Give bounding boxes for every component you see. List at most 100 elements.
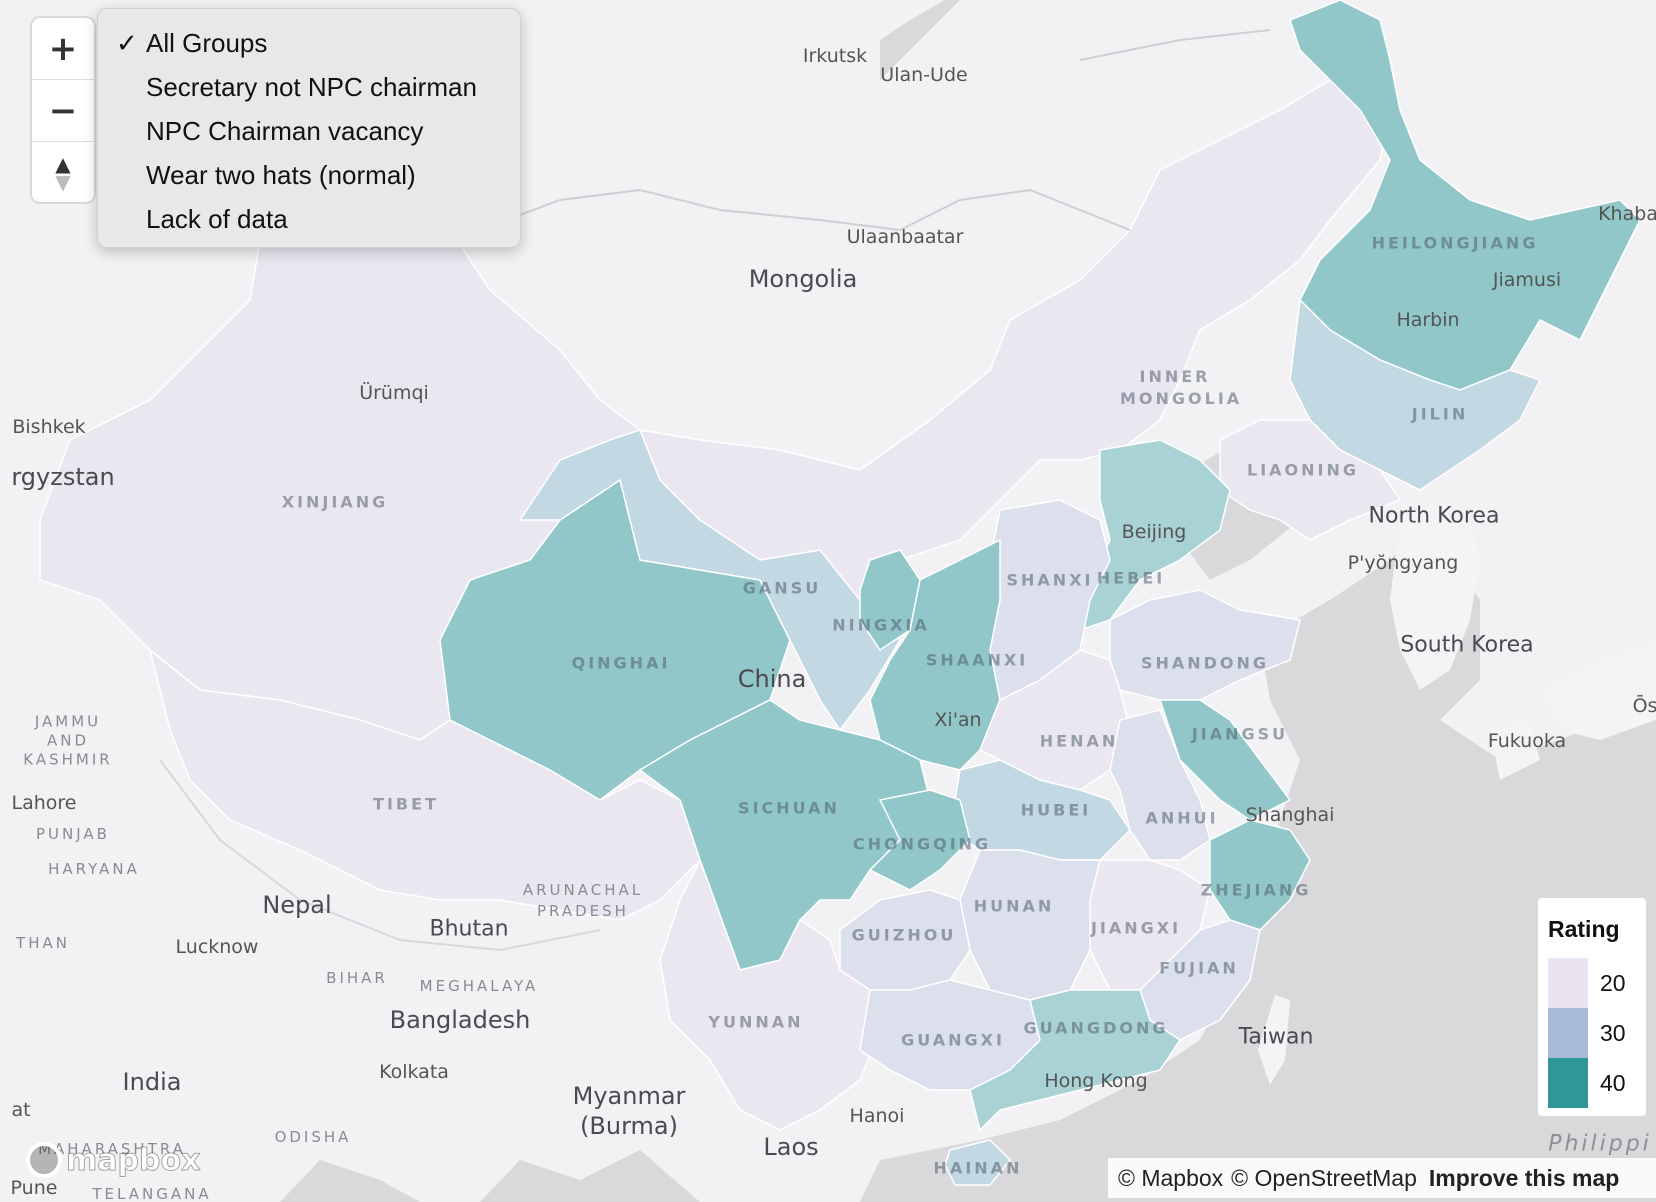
improve-map-link[interactable]: Improve this map xyxy=(1428,1164,1620,1191)
zoom-control: + − ▲ ▼ xyxy=(32,18,94,202)
menu-item-lack-of-data[interactable]: Lack of data xyxy=(98,197,520,241)
city-label: Hanoi xyxy=(849,1105,905,1127)
zoom-in-button[interactable]: + xyxy=(32,18,94,80)
border-line xyxy=(1079,29,1271,61)
menu-item-secretary-not-npc-chairman[interactable]: Secretary not NPC chairman xyxy=(98,65,520,109)
menu-item-npc-chairman-vacancy[interactable]: NPC Chairman vacancy xyxy=(98,109,520,153)
country-label: rgyzstan xyxy=(11,463,115,491)
region-label: HARYANA xyxy=(48,860,140,878)
country-label: South Korea xyxy=(1400,632,1534,658)
city-label: P'yŏngyang xyxy=(1347,552,1459,574)
city-label: Lahore xyxy=(11,792,77,814)
sea-area xyxy=(280,1160,420,1202)
province-label-henan: HENAN xyxy=(1039,731,1119,751)
city-label: Jiamusi xyxy=(1492,269,1562,291)
sea-area xyxy=(480,1150,700,1202)
compass-icon: ▲ xyxy=(55,151,71,176)
region-label: ODISHA xyxy=(274,1128,352,1146)
country-label: North Korea xyxy=(1368,503,1500,529)
province-label-zhejiang: ZHEJIANG xyxy=(1200,880,1312,900)
city-label: Pune xyxy=(10,1177,58,1199)
province-label-xinjiang: XINJIANG xyxy=(281,492,389,512)
city-label: Ürümqi xyxy=(359,382,429,404)
sea-area xyxy=(860,530,1656,1202)
province-label-inner-mongolia: INNER MONGOLIA xyxy=(1120,367,1243,408)
province-hubei xyxy=(949,759,1131,861)
city-label: Ulan-Ude xyxy=(880,64,968,86)
province-label-fujian: FUJIAN xyxy=(1159,958,1239,978)
legend-title: Rating xyxy=(1548,916,1620,942)
compass-button[interactable]: ▲ ▼ xyxy=(32,142,94,203)
country-label: Taiwan xyxy=(1238,1024,1314,1050)
mapbox-logo[interactable]: mapbox xyxy=(26,1142,201,1178)
menu-item-wear-two-hats[interactable]: Wear two hats (normal) xyxy=(98,153,520,197)
province-anhui xyxy=(1109,709,1211,861)
province-label-hebei: HEBEI xyxy=(1096,568,1166,588)
province-label-jiangsu: JIANGSU xyxy=(1191,724,1289,744)
province-chongqing xyxy=(868,789,971,891)
province-label-sichuan: SICHUAN xyxy=(738,798,840,818)
rating-legend: Rating 20 30 40 xyxy=(1538,898,1646,1116)
province-label-heilongjiang: HEILONGJIANG xyxy=(1371,233,1539,253)
menu-item-label: All Groups xyxy=(146,28,268,58)
province-ningxia xyxy=(859,549,921,652)
land-area xyxy=(1390,500,1480,690)
province-label-hunan: HUNAN xyxy=(973,896,1055,916)
province-hebei xyxy=(1079,439,1231,632)
region-label: ARUNACHAL PRADESH xyxy=(522,881,644,920)
province-label-guangxi: GUANGXI xyxy=(901,1030,1005,1050)
province-label-jiangxi: JIANGXI xyxy=(1090,918,1182,938)
province-label-shaanxi: SHAANXI xyxy=(925,650,1029,670)
province-hainan xyxy=(944,1139,1012,1186)
country-label-china: China xyxy=(737,665,807,693)
group-filter-menu: ✓ All Groups Secretary not NPC chairman … xyxy=(97,8,521,248)
city-label: Bishkek xyxy=(12,416,86,438)
province-label-ningxia: NINGXIA xyxy=(832,615,930,635)
province-label-guangdong: GUANGDONG xyxy=(1023,1018,1169,1038)
province-label-anhui: ANHUI xyxy=(1145,808,1219,828)
border-line xyxy=(159,759,601,952)
compass-south-icon: ▼ xyxy=(55,169,71,194)
province-label-guizhou: GUIZHOU xyxy=(851,925,957,945)
country-label-mongolia: Mongolia xyxy=(748,265,858,293)
menu-item-all-groups[interactable]: ✓ All Groups xyxy=(98,21,520,65)
province-label-shanxi: SHANXI xyxy=(1006,570,1094,590)
city-label: Kolkata xyxy=(379,1061,449,1083)
province-label-qinghai: QINGHAI xyxy=(571,653,671,673)
menu-item-label: Secretary not NPC chairman xyxy=(146,72,477,102)
land-area xyxy=(1490,720,1540,780)
region-label: PUNJAB xyxy=(36,825,110,843)
province-label-liaoning: LIAONING xyxy=(1247,460,1359,480)
city-label: Lucknow xyxy=(175,936,259,958)
legend-swatch-40 xyxy=(1548,1058,1588,1108)
province-guangdong xyxy=(969,989,1182,1132)
osm-attribution-link[interactable]: © OpenStreetMap xyxy=(1231,1164,1417,1191)
city-label: Hong Kong xyxy=(1044,1070,1148,1092)
zoom-out-button[interactable]: − xyxy=(32,80,94,142)
mapbox-logo-icon xyxy=(26,1142,62,1178)
city-label: Xi'an xyxy=(934,709,982,731)
city-label: Fukuoka xyxy=(1487,730,1567,752)
country-label: India xyxy=(122,1068,182,1096)
province-hunan xyxy=(959,849,1101,1001)
province-yunnan xyxy=(659,858,881,1131)
land-area xyxy=(1258,995,1290,1085)
legend-value: 30 xyxy=(1600,1020,1626,1046)
city-label: Shanghai xyxy=(1245,804,1335,826)
region-label: BIHAR xyxy=(326,969,388,987)
mapbox-attribution-link[interactable]: © Mapbox xyxy=(1118,1164,1224,1191)
region-label: THAN xyxy=(16,934,70,952)
province-liaoning xyxy=(1219,419,1402,541)
province-label-chongqing: CHONGQING xyxy=(852,834,992,854)
land-area xyxy=(1540,640,1656,740)
city-label: Khaba xyxy=(1598,203,1656,225)
country-label: Bhutan xyxy=(429,916,509,942)
legend-value: 20 xyxy=(1600,970,1626,996)
region-label: TELANGANA xyxy=(92,1185,212,1202)
province-label-hainan: HAINAN xyxy=(933,1158,1023,1178)
city-label: at xyxy=(11,1099,31,1121)
province-zhejiang xyxy=(1209,819,1311,931)
attribution-bar: © Mapbox © OpenStreetMap Improve this ma… xyxy=(1108,1158,1656,1198)
